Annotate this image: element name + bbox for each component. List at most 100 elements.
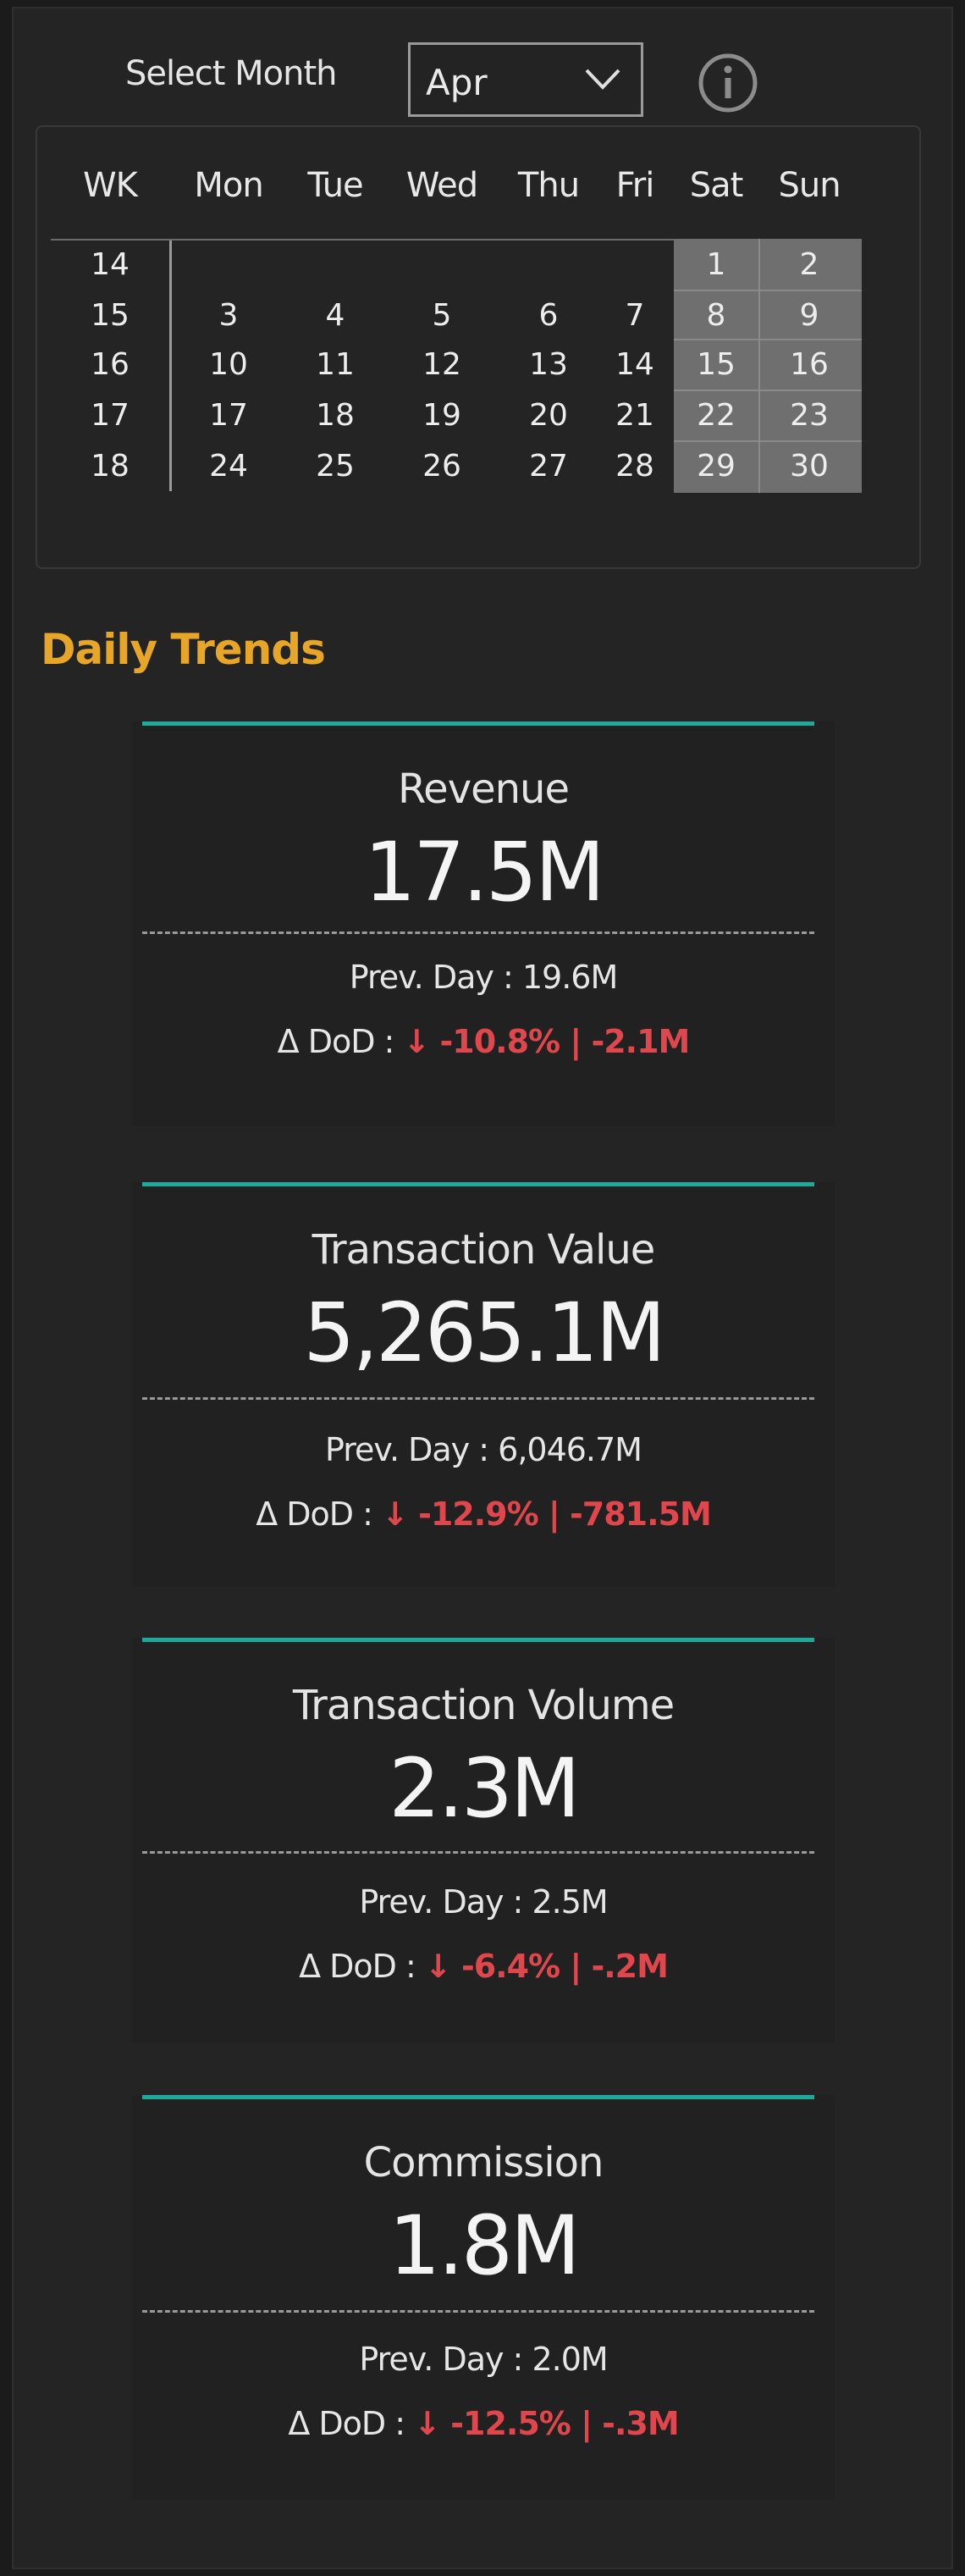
calendar-day[interactable]: 5 xyxy=(432,298,452,333)
calendar-day[interactable]: 8 xyxy=(706,298,726,333)
delta-label: Δ DoD : xyxy=(299,1948,416,1985)
delta-line: Δ DoD : ↓ -10.8% | -2.1M xyxy=(132,1023,835,1060)
kpi-card-revenue: Revenue 17.5M Prev. Day : 19.6M Δ DoD : … xyxy=(132,721,835,1126)
week-number: 15 xyxy=(91,298,130,333)
card-accent-line xyxy=(142,2095,814,2099)
calendar-day[interactable]: 10 xyxy=(209,347,248,382)
calendar-day[interactable]: 3 xyxy=(218,298,239,333)
select-month-label: Select Month xyxy=(125,54,337,93)
delta-label: Δ DoD : xyxy=(277,1023,395,1060)
calendar-day[interactable]: 28 xyxy=(615,449,654,484)
prev-day-value: 2.0M xyxy=(532,2341,608,2378)
card-divider xyxy=(142,931,814,934)
month-dropdown-value: Apr xyxy=(426,62,488,103)
weekend-row-divider xyxy=(674,440,862,442)
calendar-day[interactable]: 20 xyxy=(529,398,568,433)
prev-day-line: Prev. Day : 2.5M xyxy=(132,1883,835,1921)
week-number: 18 xyxy=(91,449,130,484)
calendar-day[interactable]: 12 xyxy=(422,347,461,382)
prev-day-value: 19.6M xyxy=(521,959,618,996)
delta-value: ↓ -6.4% | -.2M xyxy=(424,1948,669,1985)
week-number: 16 xyxy=(91,347,130,382)
calendar-header-mon: Mon xyxy=(194,166,263,205)
calendar-day[interactable]: 6 xyxy=(538,298,559,333)
prev-day-value: 2.5M xyxy=(532,1883,608,1921)
calendar-day[interactable]: 19 xyxy=(422,398,461,433)
delta-value: ↓ -12.9% | -781.5M xyxy=(382,1495,712,1533)
delta-line: Δ DoD : ↓ -6.4% | -.2M xyxy=(132,1948,835,1985)
calendar-day[interactable]: 22 xyxy=(697,398,736,433)
calendar-header-wk: WK xyxy=(83,166,138,205)
kpi-card-transaction-value: Transaction Value 5,265.1M Prev. Day : 6… xyxy=(132,1182,835,1587)
calendar-day[interactable]: 24 xyxy=(209,449,248,484)
section-title: Daily Trends xyxy=(41,625,326,674)
prev-day-value: 6,046.7M xyxy=(498,1431,642,1468)
card-title: Transaction Value xyxy=(312,1226,656,1274)
calendar-day[interactable]: 11 xyxy=(316,347,355,382)
calendar xyxy=(36,125,921,569)
card-value: 1.8M xyxy=(389,2198,581,2293)
calendar-header-wed: Wed xyxy=(405,166,478,205)
weekend-row-divider xyxy=(674,339,862,340)
calendar-header-tue: Tue xyxy=(307,166,363,205)
calendar-day[interactable]: 30 xyxy=(790,449,829,484)
calendar-day[interactable]: 25 xyxy=(316,449,355,484)
calendar-day[interactable]: 26 xyxy=(422,449,461,484)
weekend-row-divider xyxy=(674,390,862,391)
card-title: Revenue xyxy=(397,766,570,813)
prev-day-line: Prev. Day : 2.0M xyxy=(132,2341,835,2378)
calendar-day[interactable]: 23 xyxy=(790,398,829,433)
kpi-card-commission: Commission 1.8M Prev. Day : 2.0M Δ DoD :… xyxy=(132,2095,835,2500)
week-number: 14 xyxy=(91,247,130,282)
card-value: 17.5M xyxy=(364,825,605,920)
calendar-day[interactable]: 29 xyxy=(697,449,736,484)
delta-line: Δ DoD : ↓ -12.9% | -781.5M xyxy=(132,1495,835,1533)
delta-line: Δ DoD : ↓ -12.5% | -.3M xyxy=(132,2405,835,2442)
card-title: Transaction Volume xyxy=(292,1682,675,1729)
calendar-day[interactable]: 7 xyxy=(625,298,645,333)
card-title: Commission xyxy=(363,2139,604,2186)
delta-value: ↓ -12.5% | -.3M xyxy=(414,2405,679,2442)
delta-value: ↓ -10.8% | -2.1M xyxy=(403,1023,690,1060)
info-icon[interactable] xyxy=(696,51,760,115)
weekend-highlight xyxy=(674,239,862,493)
week-column-rule xyxy=(169,240,172,491)
prev-day-label: Prev. Day : xyxy=(349,959,514,996)
month-dropdown[interactable]: Apr xyxy=(408,42,643,117)
card-value: 2.3M xyxy=(389,1741,581,1836)
calendar-header-sat: Sat xyxy=(689,166,744,205)
calendar-day[interactable]: 9 xyxy=(799,298,819,333)
weekend-divider xyxy=(758,239,760,493)
card-divider xyxy=(142,1851,814,1854)
delta-label: Δ DoD : xyxy=(256,1495,373,1533)
kpi-card-transaction-volume: Transaction Volume 2.3M Prev. Day : 2.5M… xyxy=(132,1638,835,2043)
card-value: 5,265.1M xyxy=(303,1285,665,1380)
prev-day-line: Prev. Day : 19.6M xyxy=(132,959,835,996)
calendar-day[interactable]: 4 xyxy=(325,298,345,333)
week-number: 17 xyxy=(91,398,130,433)
prev-day-line: Prev. Day : 6,046.7M xyxy=(132,1431,835,1468)
calendar-day[interactable]: 27 xyxy=(529,449,568,484)
calendar-header-thu: Thu xyxy=(517,166,580,205)
calendar-header-rule xyxy=(51,239,676,240)
calendar-day[interactable]: 17 xyxy=(209,398,248,433)
calendar-day[interactable]: 2 xyxy=(799,247,819,282)
card-divider xyxy=(142,1397,814,1400)
card-accent-line xyxy=(142,1182,814,1186)
calendar-day[interactable]: 14 xyxy=(615,347,654,382)
calendar-day[interactable]: 13 xyxy=(529,347,568,382)
calendar-day[interactable]: 21 xyxy=(615,398,654,433)
prev-day-label: Prev. Day : xyxy=(359,1883,523,1921)
chevron-down-icon xyxy=(585,69,620,90)
card-accent-line xyxy=(142,1638,814,1642)
prev-day-label: Prev. Day : xyxy=(359,2341,523,2378)
calendar-day[interactable]: 1 xyxy=(706,247,726,282)
delta-label: Δ DoD : xyxy=(288,2405,405,2442)
weekend-row-divider xyxy=(674,290,862,291)
calendar-header-sun: Sun xyxy=(778,166,841,205)
calendar-day[interactable]: 15 xyxy=(697,347,736,382)
calendar-header-fri: Fri xyxy=(615,166,655,205)
card-accent-line xyxy=(142,721,814,726)
calendar-day[interactable]: 18 xyxy=(316,398,355,433)
calendar-day[interactable]: 16 xyxy=(790,347,829,382)
